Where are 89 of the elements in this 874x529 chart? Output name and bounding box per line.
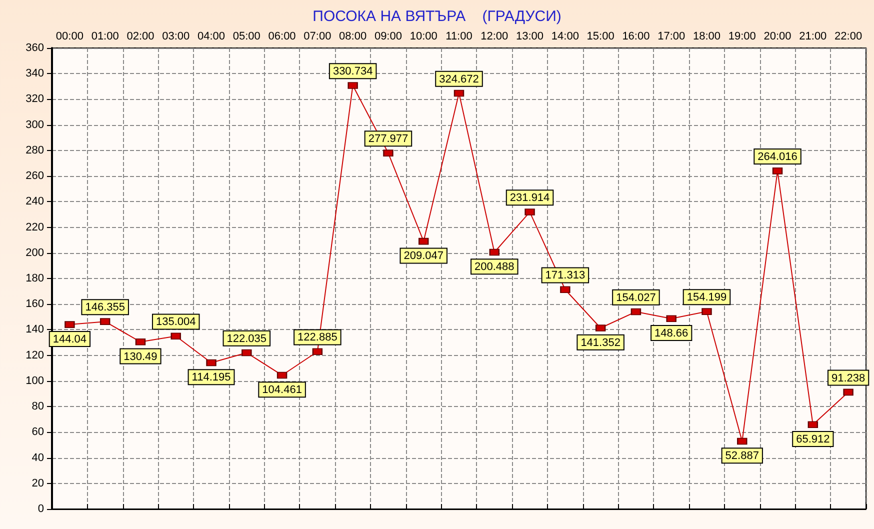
y-tick-label: 180: [26, 272, 44, 284]
data-label: 135.004: [156, 316, 196, 328]
point: [454, 90, 464, 97]
x-tick-label: 09:00: [374, 30, 402, 42]
y-tick-label: 60: [32, 426, 44, 438]
y-tick-label: 100: [26, 374, 44, 387]
data-label: 52.887: [725, 450, 759, 462]
y-tick-label: 200: [26, 246, 44, 259]
point: [64, 321, 75, 328]
data-label: 324.672: [439, 73, 479, 86]
x-tick-label: 16:00: [622, 30, 650, 42]
data-label: 146.355: [85, 302, 125, 314]
data-label: 91.238: [831, 372, 866, 384]
data-label: 104.461: [262, 384, 302, 396]
data-label: 231.914: [510, 192, 550, 204]
x-tick-label: 14:00: [551, 30, 579, 42]
x-tick-label: 15:00: [586, 30, 614, 42]
y-tick-label: 320: [26, 93, 44, 106]
point: [170, 332, 181, 340]
x-tick-label: 05:00: [232, 30, 260, 42]
y-tick-label: 340: [26, 68, 44, 80]
data-label: 144.04: [52, 333, 87, 346]
chart-title: ПОСОКА НА ВЯТЪРА (ГРАДУСИ): [312, 8, 562, 25]
y-tick-label: 40: [32, 452, 44, 464]
data-label: 154.027: [616, 292, 656, 304]
point: [772, 167, 783, 174]
y-tick-label: 160: [26, 298, 44, 310]
x-tick-label: 01:00: [91, 30, 119, 42]
x-tick-label: 10:00: [410, 30, 438, 42]
point: [666, 315, 676, 322]
y-tick-label: 260: [26, 170, 44, 182]
y-tick-label: 140: [26, 324, 44, 336]
point: [808, 421, 818, 428]
point: [418, 238, 429, 245]
point: [242, 349, 252, 356]
data-label: 65.912: [796, 434, 830, 446]
data-label: 277.977: [368, 133, 408, 146]
x-tick-label: 22:00: [834, 30, 862, 42]
x-tick-label: 07:00: [304, 30, 332, 42]
data-label: 114.195: [192, 372, 231, 384]
point: [277, 372, 288, 379]
x-tick-label: 02:00: [126, 30, 154, 42]
data-label: 171.313: [545, 270, 586, 282]
data-label: 122.035: [226, 332, 267, 345]
data-label: 141.352: [580, 336, 620, 349]
y-tick-label: 240: [26, 196, 44, 208]
point: [383, 150, 394, 157]
x-tick-label: 00:00: [56, 30, 84, 42]
data-label: 209.047: [404, 250, 444, 262]
point: [596, 324, 606, 332]
point: [702, 308, 712, 316]
data-label: 330.734: [332, 66, 373, 78]
x-tick-label: 04:00: [197, 30, 226, 42]
y-tick-label: 280: [26, 144, 44, 156]
data-label: 122.885: [298, 332, 338, 344]
x-tick-label: 21:00: [799, 30, 827, 42]
point: [630, 308, 641, 316]
y-tick-label: 20: [32, 477, 44, 490]
point: [100, 318, 110, 326]
data-label: 154.199: [686, 292, 727, 304]
point: [737, 438, 748, 445]
x-tick-label: 19:00: [728, 30, 756, 42]
y-tick-label: 120: [26, 349, 44, 362]
data-label: 264.016: [758, 151, 798, 164]
y-tick-label: 300: [26, 118, 44, 131]
x-tick-label: 08:00: [339, 30, 367, 42]
x-tick-label: 06:00: [268, 30, 296, 42]
y-tick-label: 0: [38, 503, 44, 515]
point: [524, 208, 535, 216]
point: [560, 286, 570, 294]
x-tick-label: 18:00: [692, 30, 721, 42]
x-tick-label: 11:00: [446, 30, 472, 42]
x-tick-label: 13:00: [516, 30, 544, 42]
y-tick-label: 80: [32, 400, 44, 413]
x-tick-label: 20:00: [764, 30, 792, 42]
data-label: 200.488: [474, 261, 514, 274]
x-tick-label: 03:00: [162, 30, 190, 42]
point: [206, 359, 216, 366]
x-tick-label: 12:00: [480, 30, 508, 42]
x-tick-label: 17:00: [658, 30, 686, 42]
point: [135, 338, 146, 346]
point: [348, 82, 358, 89]
point: [312, 348, 322, 356]
data-label: 130.49: [124, 350, 158, 363]
point: [843, 388, 854, 396]
data-label: 148.66: [654, 328, 688, 340]
point: [489, 248, 500, 256]
y-tick-label: 220: [26, 221, 44, 234]
y-tick-label: 360: [26, 42, 44, 54]
